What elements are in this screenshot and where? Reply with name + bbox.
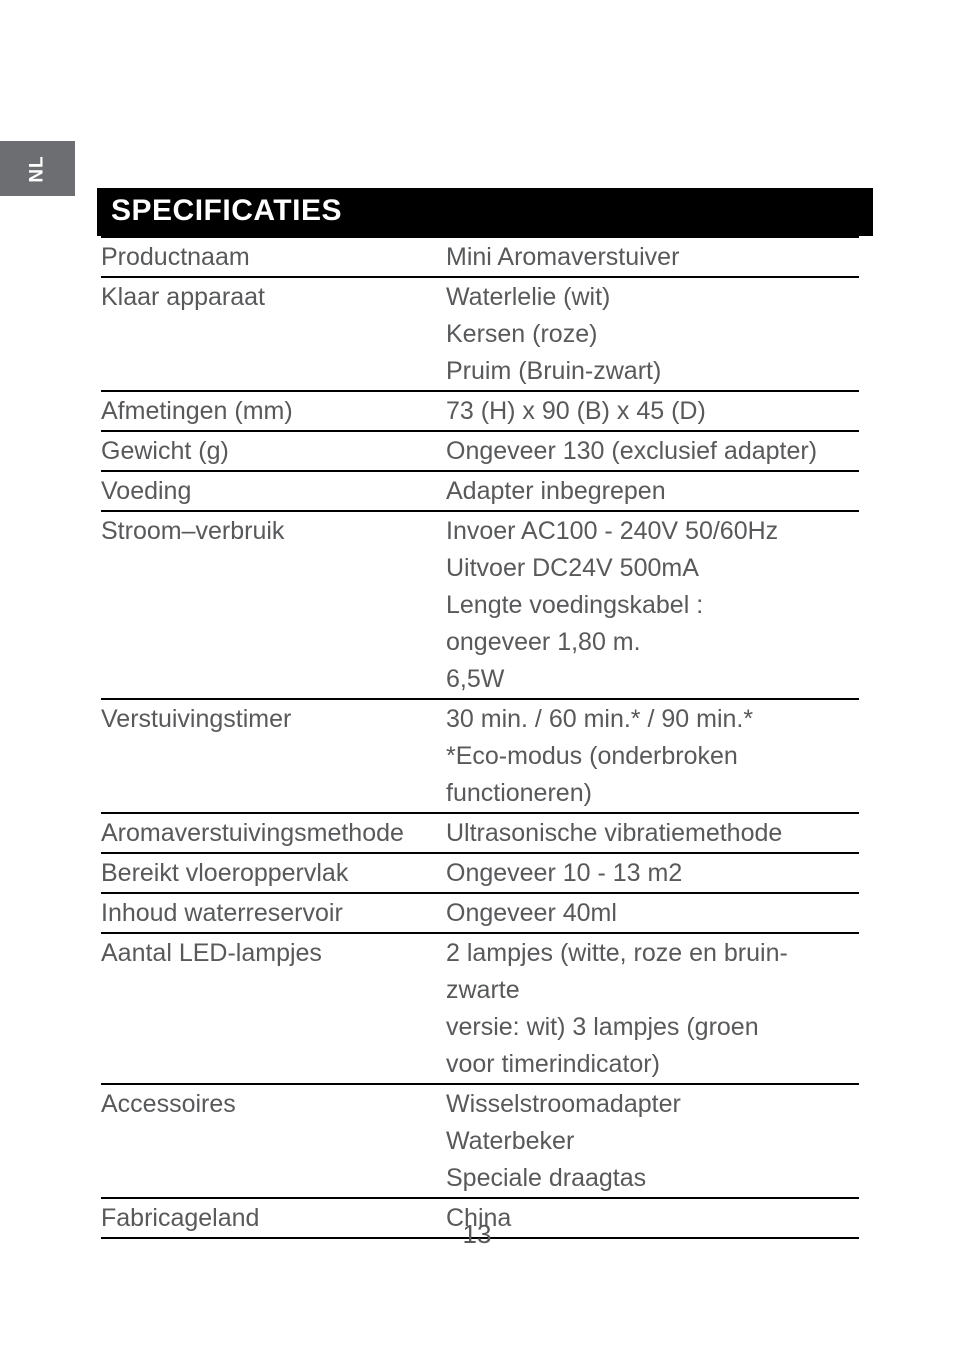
- spec-value: Ongeveer 10 - 13 m2: [404, 853, 859, 893]
- spec-label: Aromaverstuivingsmethode: [101, 813, 404, 853]
- spec-label: Inhoud waterreservoir: [101, 893, 404, 933]
- spec-label: Accessoires: [101, 1084, 404, 1198]
- table-row: Verstuivingstimer30 min. / 60 min.* / 90…: [101, 699, 859, 813]
- spec-label: Bereikt vloeroppervlak: [101, 853, 404, 893]
- language-tab: NL: [0, 141, 75, 196]
- spec-value: Invoer AC100 - 240V 50/60Hz Uitvoer DC24…: [404, 511, 859, 699]
- spec-value: Adapter inbegrepen: [404, 471, 859, 511]
- table-row: Klaar apparaatWaterlelie (wit) Kersen (r…: [101, 277, 859, 391]
- spec-value: Waterlelie (wit) Kersen (roze) Pruim (Br…: [404, 277, 859, 391]
- spec-table: ProductnaamMini AromaverstuiverKlaar app…: [101, 236, 859, 1239]
- spec-label: Voeding: [101, 471, 404, 511]
- spec-label: Productnaam: [101, 237, 404, 277]
- spec-label: Gewicht (g): [101, 431, 404, 471]
- table-row: ProductnaamMini Aromaverstuiver: [101, 237, 859, 277]
- table-row: Aantal LED-lampjes2 lampjes (witte, roze…: [101, 933, 859, 1084]
- spec-value: 2 lampjes (witte, roze en bruin- zwarte …: [404, 933, 859, 1084]
- spec-label: Afmetingen (mm): [101, 391, 404, 431]
- spec-value: Ongeveer 130 (exclusief adapter): [404, 431, 859, 471]
- table-row: Gewicht (g)Ongeveer 130 (exclusief adapt…: [101, 431, 859, 471]
- spec-value: Ultrasonische vibratiemethode: [404, 813, 859, 853]
- table-row: VoedingAdapter inbegrepen: [101, 471, 859, 511]
- spec-label: Verstuivingstimer: [101, 699, 404, 813]
- page-number: 13: [0, 1219, 954, 1250]
- table-row: AromaverstuivingsmethodeUltrasonische vi…: [101, 813, 859, 853]
- language-tab-label: NL: [26, 155, 48, 182]
- spec-value: Wisselstroomadapter Waterbeker Speciale …: [404, 1084, 859, 1198]
- section-header: SPECIFICATIES: [97, 188, 873, 236]
- table-row: Inhoud waterreservoirOngeveer 40ml: [101, 893, 859, 933]
- spec-value: Ongeveer 40ml: [404, 893, 859, 933]
- spec-value: 30 min. / 60 min.* / 90 min.* *Eco-modus…: [404, 699, 859, 813]
- spec-tbody: ProductnaamMini AromaverstuiverKlaar app…: [101, 237, 859, 1238]
- spec-label: Stroom–verbruik: [101, 511, 404, 699]
- table-row: Afmetingen (mm)73 (H) x 90 (B) x 45 (D): [101, 391, 859, 431]
- spec-value: 73 (H) x 90 (B) x 45 (D): [404, 391, 859, 431]
- spec-value: Mini Aromaverstuiver: [404, 237, 859, 277]
- spec-label: Aantal LED-lampjes: [101, 933, 404, 1084]
- content-area: SPECIFICATIES ProductnaamMini Aromaverst…: [101, 188, 859, 1239]
- table-row: Bereikt vloeroppervlakOngeveer 10 - 13 m…: [101, 853, 859, 893]
- manual-page: NL SPECIFICATIES ProductnaamMini Aromave…: [0, 0, 954, 1350]
- table-row: Stroom–verbruikInvoer AC100 - 240V 50/60…: [101, 511, 859, 699]
- table-row: AccessoiresWisselstroomadapter Waterbeke…: [101, 1084, 859, 1198]
- spec-label: Klaar apparaat: [101, 277, 404, 391]
